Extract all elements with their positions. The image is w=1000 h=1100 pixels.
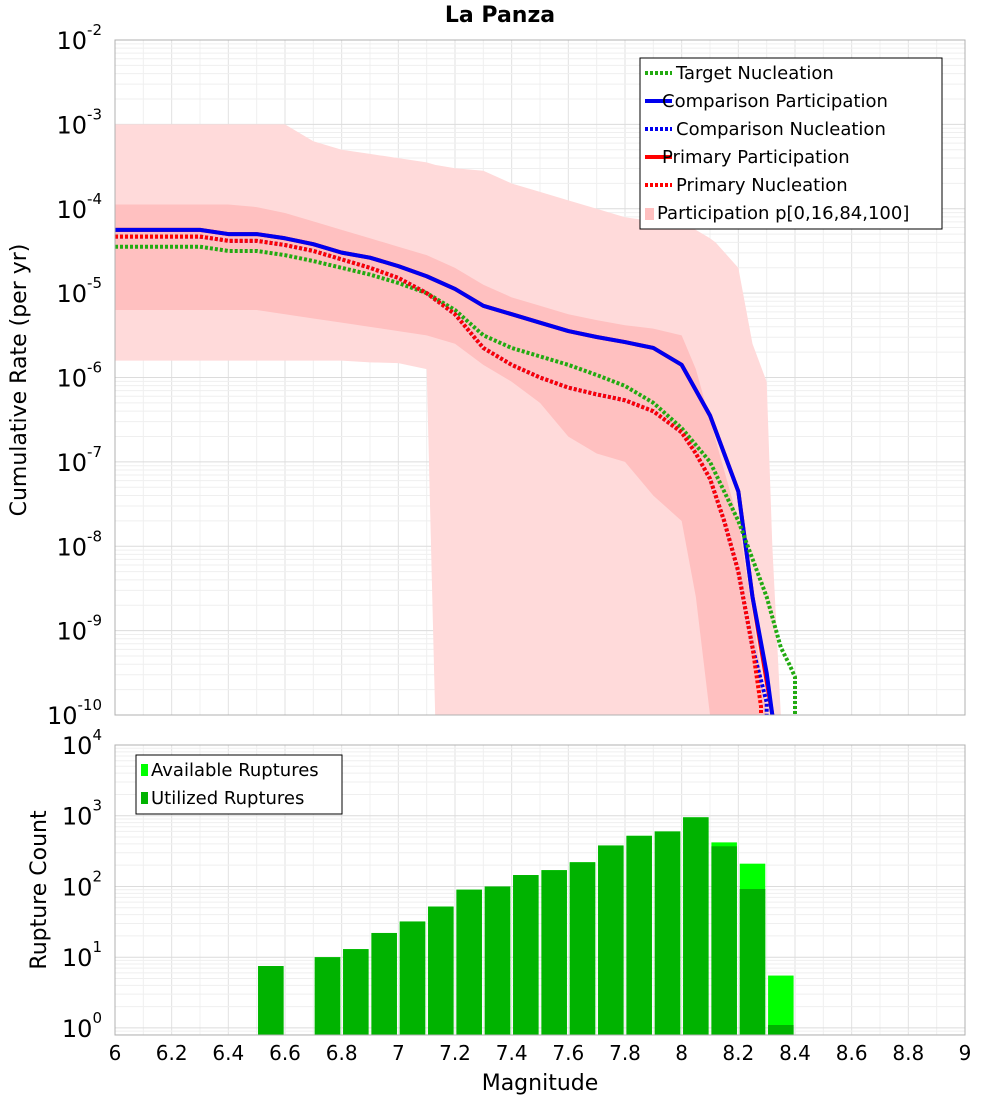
x-tick-label: 8.6 bbox=[836, 1041, 868, 1065]
participation-band-1 bbox=[115, 204, 767, 715]
utilized-rupture-bar bbox=[711, 846, 737, 1035]
legend-label: Utilized Ruptures bbox=[151, 788, 304, 809]
top-bands bbox=[115, 124, 781, 715]
series-line-primary-nucleation bbox=[115, 234, 763, 715]
y-tick-label: 10-2 bbox=[56, 21, 102, 55]
x-tick-label: 9 bbox=[959, 1041, 972, 1065]
x-tick-label: 6.8 bbox=[326, 1041, 358, 1065]
top-y-axis-title: Cumulative Rate (per yr) bbox=[7, 244, 32, 517]
utilized-rupture-bar bbox=[484, 886, 511, 1035]
legend-label: Available Ruptures bbox=[151, 760, 319, 781]
top-plot-frame bbox=[114, 39, 966, 716]
top-legend-box bbox=[639, 57, 943, 230]
x-tick-label: 7.2 bbox=[439, 1041, 471, 1065]
top-y-tick-labels: 10-2 10-3 10-4 10-5 10-6 10-7 10-8 10-9 10-10 bbox=[47, 21, 102, 730]
x-tick-label: 7.4 bbox=[496, 1041, 528, 1065]
utilized-rupture-bar bbox=[598, 845, 624, 1035]
y-tick-label: 103 bbox=[62, 797, 102, 831]
x-tick-label: 7.8 bbox=[609, 1041, 641, 1065]
x-tick-label: 6 bbox=[109, 1041, 122, 1065]
y-tick-exponent: 4 bbox=[92, 726, 102, 744]
legend-label: Target Nucleation bbox=[675, 63, 834, 84]
x-tick-label: 8.4 bbox=[779, 1041, 811, 1065]
utilized-rupture-bar bbox=[371, 932, 397, 1035]
y-tick-label: 10-8 bbox=[56, 527, 102, 561]
legend-swatch bbox=[645, 208, 654, 220]
y-tick-exponent: -8 bbox=[87, 527, 102, 545]
legend-label: Primary Nucleation bbox=[676, 175, 848, 196]
legend-swatch bbox=[141, 792, 148, 804]
y-tick-exponent: -7 bbox=[87, 443, 102, 461]
utilized-rupture-bar bbox=[258, 966, 284, 1035]
x-tick-label: 8.8 bbox=[892, 1041, 924, 1065]
y-tick-label: 10-7 bbox=[56, 443, 102, 477]
utilized-rupture-bar bbox=[654, 831, 681, 1035]
y-tick-exponent: 2 bbox=[92, 867, 102, 885]
bottom-legend-box bbox=[135, 754, 343, 815]
y-tick-exponent: -5 bbox=[87, 274, 102, 292]
y-tick-label: 104 bbox=[62, 726, 102, 760]
series-line-target-nucleation bbox=[115, 244, 797, 715]
y-tick-label: 10-4 bbox=[56, 190, 102, 224]
x-tick-label: 7 bbox=[392, 1041, 405, 1065]
series-line-comparison-participation bbox=[115, 227, 775, 716]
utilized-rupture-bar bbox=[768, 1024, 794, 1035]
top-panel: 10-2 10-3 10-4 10-5 10-6 10-7 10-8 10-9 10-10 Cu… bbox=[7, 21, 966, 730]
y-tick-exponent: 3 bbox=[92, 797, 102, 815]
y-tick-exponent: 0 bbox=[92, 1009, 102, 1027]
utilized-rupture-bar bbox=[683, 817, 709, 1035]
y-tick-label: 102 bbox=[62, 867, 102, 901]
legend-label: Participation p[0,16,84,100] bbox=[657, 203, 909, 224]
utilized-rupture-bar bbox=[428, 906, 454, 1035]
y-tick-label: 10-9 bbox=[56, 612, 102, 646]
y-tick-exponent: -9 bbox=[87, 612, 102, 630]
x-tick-label: 7.6 bbox=[552, 1041, 584, 1065]
x-axis-title: Magnitude bbox=[482, 1071, 599, 1096]
x-tick-label: 6.2 bbox=[156, 1041, 188, 1065]
y-tick-label: 10-3 bbox=[56, 105, 102, 139]
y-tick-exponent: -2 bbox=[87, 21, 102, 39]
y-tick-label: 100 bbox=[62, 1009, 102, 1043]
legend-label: Comparison Nucleation bbox=[676, 119, 886, 140]
utilized-rupture-bar bbox=[314, 957, 341, 1035]
x-tick-label: 8 bbox=[675, 1041, 688, 1065]
y-tick-exponent: -4 bbox=[87, 190, 102, 208]
bottom-bars bbox=[258, 817, 794, 1035]
y-tick-label: 10-10 bbox=[47, 696, 102, 730]
y-tick-label: 10-5 bbox=[56, 274, 102, 308]
legend-label: Comparison Participation bbox=[662, 91, 888, 112]
utilized-rupture-bar bbox=[541, 870, 567, 1035]
chart-title: La Panza bbox=[445, 3, 555, 28]
y-tick-label: 101 bbox=[62, 938, 102, 972]
y-tick-exponent: -10 bbox=[78, 696, 103, 714]
legend-label: Primary Participation bbox=[662, 147, 850, 168]
top-legend: Target Nucleation Comparison Participatio… bbox=[639, 57, 943, 230]
x-tick-label: 8.2 bbox=[722, 1041, 754, 1065]
y-tick-exponent: -3 bbox=[87, 105, 102, 123]
top-series bbox=[115, 227, 797, 716]
utilized-rupture-bar bbox=[399, 921, 426, 1035]
bottom-x-tick-labels: 6 6.2 6.4 6.6 6.8 7 7.2 7.4 7.6 7.8 8 8.2 8.4 8.6 8.8 9 bbox=[109, 1041, 972, 1065]
utilized-rupture-bar bbox=[343, 949, 369, 1035]
x-tick-label: 6.6 bbox=[269, 1041, 301, 1065]
utilized-rupture-bar bbox=[626, 835, 652, 1035]
y-tick-exponent: -6 bbox=[87, 359, 102, 377]
bottom-plot-frame bbox=[114, 744, 966, 1036]
y-tick-exponent: 1 bbox=[92, 938, 102, 956]
y-tick-label: 10-6 bbox=[56, 359, 102, 393]
bottom-y-axis-title: Rupture Count bbox=[27, 810, 52, 970]
utilized-rupture-bar bbox=[456, 889, 482, 1035]
bottom-legend: Available Ruptures Utilized Ruptures bbox=[135, 754, 343, 815]
x-tick-label: 6.4 bbox=[212, 1041, 244, 1065]
utilized-rupture-bar bbox=[569, 862, 596, 1035]
legend-swatch bbox=[141, 764, 148, 776]
utilized-rupture-bar bbox=[739, 889, 766, 1035]
utilized-rupture-bar bbox=[513, 875, 539, 1035]
